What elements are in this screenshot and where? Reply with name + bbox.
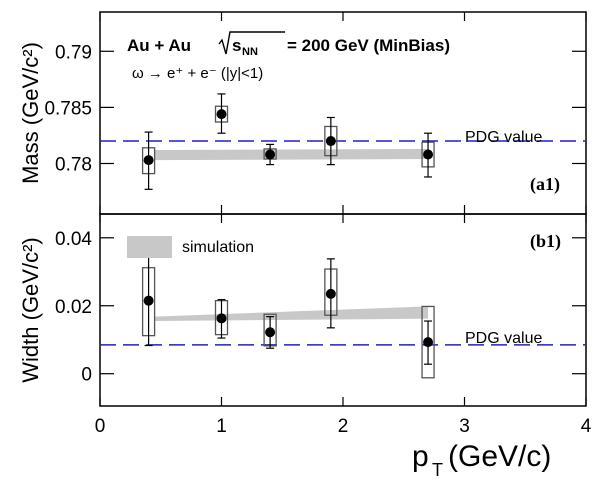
energy-subscript: NN: [242, 46, 258, 58]
legend-simulation-swatch: [127, 236, 172, 258]
panel-a1-data-point: [423, 149, 434, 160]
panel-a1-subtitle: ω → e⁺ + e⁻ (|y|<1): [132, 65, 263, 82]
panel-a1-plot: 0.78 0.785 0.79: [44, 12, 587, 214]
panel-b1-data-point: [265, 327, 276, 338]
x-tick-label: 0: [95, 416, 106, 437]
x-axis-title: p T (GeV/c): [412, 440, 551, 480]
panel-b1-ylabel: Width (GeV/c²): [18, 237, 43, 382]
panel-a1-ytick-label: 0.78: [55, 155, 92, 176]
panel-a1-data-point: [216, 109, 227, 120]
panel-b1-ytick-label: 0.04: [55, 229, 92, 250]
x-tick-label: 3: [459, 416, 470, 437]
panel-a1-data-point: [325, 136, 336, 147]
panel-a1-ytick-label: 0.79: [55, 42, 92, 63]
panel-a1-pdg-label: PDG value: [465, 129, 542, 146]
x-axis-title-subscript: T: [432, 460, 443, 480]
x-axis-title-symbol: p: [412, 440, 429, 473]
x-tick-label: 2: [338, 416, 349, 437]
energy-value: = 200 GeV (MinBias): [287, 36, 450, 55]
panel-b1-data-point: [423, 337, 434, 348]
energy-symbol: s: [232, 36, 241, 55]
panel-a1-ytick-label: 0.785: [44, 98, 92, 119]
panel-b1-sys-box: [421, 305, 435, 379]
panel-a1-data-point: [265, 149, 276, 160]
panel-b1-pdg-label: PDG value: [465, 330, 542, 347]
panel-a1-ylabel: Mass (GeV/c²): [18, 42, 43, 184]
panel-b1-data-point: [325, 288, 336, 299]
panel-a1-label: (a1): [530, 174, 560, 195]
panel-b1-ytick-label: 0: [81, 365, 92, 386]
x-tick-label: 4: [581, 416, 592, 437]
sqrt-sign: [218, 31, 285, 55]
panel-b1-data-point: [143, 295, 154, 306]
panel-a1-title: Au + Au: [127, 36, 191, 55]
energy-label: s NN = 200 GeV (MinBias): [218, 31, 450, 58]
legend-simulation-label: simulation: [182, 239, 254, 256]
x-tick-label: 1: [216, 416, 227, 437]
panel-b1-data-point: [216, 313, 227, 324]
panel-b1-label: (b1): [530, 231, 561, 252]
panel-b1-plot: 0 0.02 0.04 0 1 2 3 4: [55, 214, 592, 437]
panel-b1-simulation-band: [154, 306, 429, 322]
panel-a1-simulation-band: [154, 148, 429, 161]
panel-b1-ytick-label: 0.02: [55, 297, 92, 318]
x-axis-title-unit: (GeV/c): [448, 440, 551, 473]
panel-a1-data-point: [143, 155, 154, 166]
